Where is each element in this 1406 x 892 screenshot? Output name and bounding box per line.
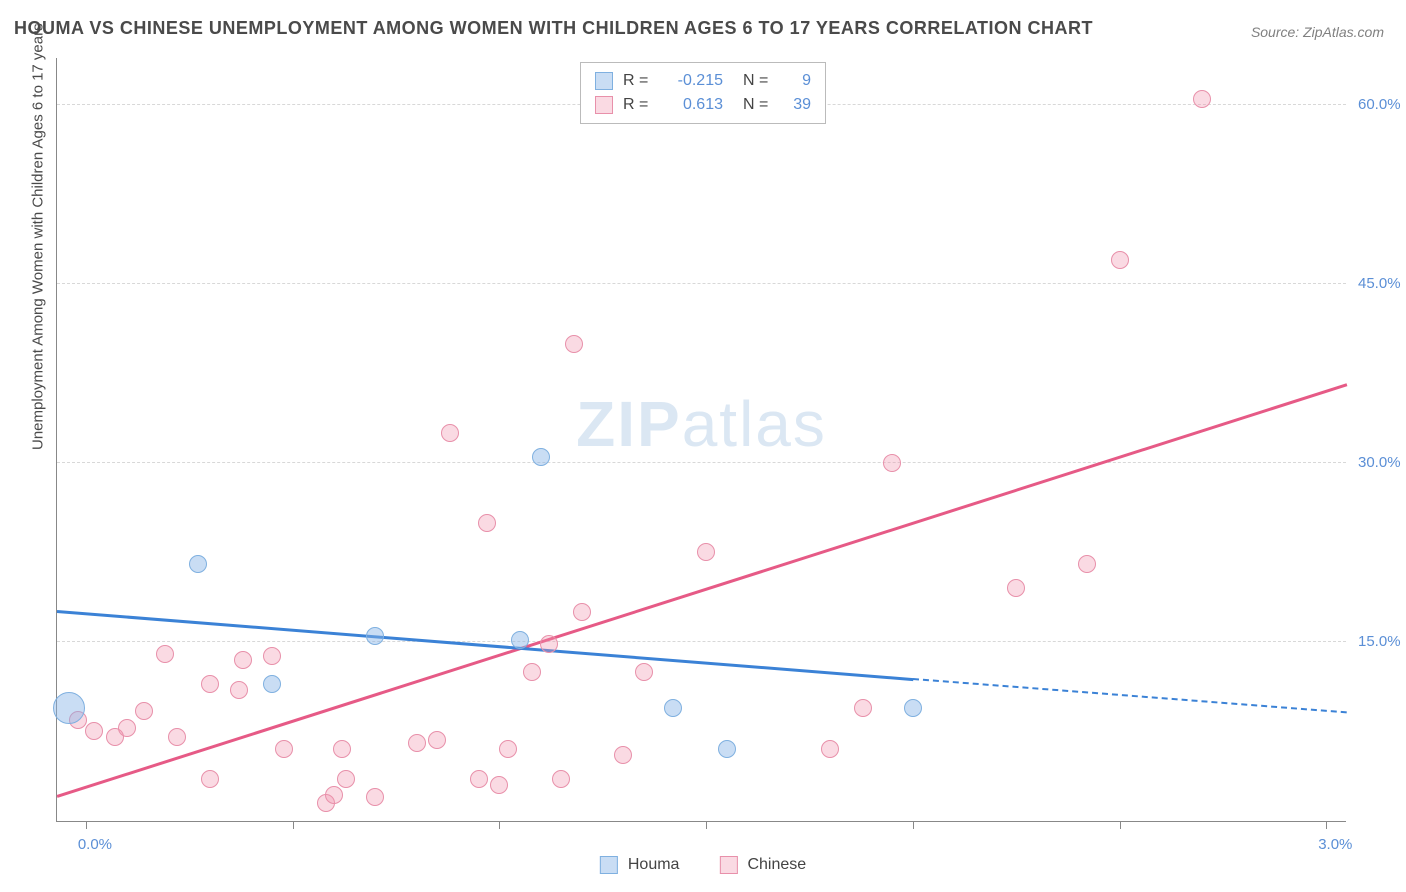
data-point-chinese xyxy=(263,647,281,665)
swatch-series2 xyxy=(719,856,737,874)
data-point-houma xyxy=(263,675,281,693)
data-point-chinese xyxy=(337,770,355,788)
correlation-legend: R = -0.215 N = 9 R = 0.613 N = 39 xyxy=(580,62,826,124)
legend-r-value-2: 0.613 xyxy=(663,93,723,117)
data-point-chinese xyxy=(1007,579,1025,597)
y-tick-label: 60.0% xyxy=(1358,96,1401,113)
data-point-chinese xyxy=(85,722,103,740)
data-point-chinese xyxy=(366,788,384,806)
data-point-chinese xyxy=(697,543,715,561)
legend-label-1: Houma xyxy=(628,856,680,874)
swatch-series1 xyxy=(595,72,613,90)
watermark: ZIPatlas xyxy=(576,387,827,461)
x-tick xyxy=(499,821,500,829)
swatch-series2 xyxy=(595,96,613,114)
legend-label-2: Chinese xyxy=(747,856,806,874)
data-point-chinese xyxy=(635,663,653,681)
data-point-chinese xyxy=(854,699,872,717)
legend-n-label: N = xyxy=(743,93,773,117)
y-axis-label: Unemployment Among Women with Children A… xyxy=(30,23,47,450)
legend-r-value-1: -0.215 xyxy=(663,69,723,93)
data-point-chinese xyxy=(118,719,136,737)
data-point-chinese xyxy=(470,770,488,788)
legend-row-1: R = -0.215 N = 9 xyxy=(595,69,811,93)
data-point-chinese xyxy=(478,514,496,532)
data-point-houma xyxy=(53,692,85,724)
data-point-houma xyxy=(189,555,207,573)
data-point-chinese xyxy=(156,645,174,663)
watermark-atlas: atlas xyxy=(682,388,827,460)
chart-plot-area: ZIPatlas xyxy=(56,58,1346,822)
watermark-zip: ZIP xyxy=(576,388,682,460)
gridline-h xyxy=(57,283,1346,284)
data-point-chinese xyxy=(1078,555,1096,573)
x-tick xyxy=(86,821,87,829)
data-point-houma xyxy=(532,448,550,466)
y-tick-label: 45.0% xyxy=(1358,275,1401,292)
x-tick xyxy=(293,821,294,829)
data-point-chinese xyxy=(573,603,591,621)
data-point-houma xyxy=(366,627,384,645)
data-point-chinese xyxy=(499,740,517,758)
data-point-chinese xyxy=(614,746,632,764)
data-point-chinese xyxy=(201,770,219,788)
data-point-houma xyxy=(511,631,529,649)
legend-n-value-1: 9 xyxy=(783,69,811,93)
gridline-h xyxy=(57,462,1346,463)
data-point-chinese xyxy=(1193,90,1211,108)
data-point-chinese xyxy=(428,731,446,749)
legend-n-value-2: 39 xyxy=(783,93,811,117)
x-tick-label: 3.0% xyxy=(1305,836,1365,853)
data-point-houma xyxy=(718,740,736,758)
x-tick xyxy=(913,821,914,829)
x-tick xyxy=(1326,821,1327,829)
data-point-chinese xyxy=(523,663,541,681)
data-point-chinese xyxy=(441,424,459,442)
series-legend: Houma Chinese xyxy=(600,856,806,874)
data-point-chinese xyxy=(333,740,351,758)
data-point-chinese xyxy=(565,335,583,353)
data-point-houma xyxy=(664,699,682,717)
legend-item-houma: Houma xyxy=(600,856,680,874)
data-point-chinese xyxy=(275,740,293,758)
x-tick xyxy=(1120,821,1121,829)
data-point-chinese xyxy=(552,770,570,788)
y-tick-label: 30.0% xyxy=(1358,454,1401,471)
x-tick xyxy=(706,821,707,829)
data-point-chinese xyxy=(234,651,252,669)
chart-title: HOUMA VS CHINESE UNEMPLOYMENT AMONG WOME… xyxy=(14,18,1093,39)
legend-n-label: N = xyxy=(743,69,773,93)
legend-r-label: R = xyxy=(623,69,653,93)
legend-item-chinese: Chinese xyxy=(719,856,806,874)
x-tick-label: 0.0% xyxy=(65,836,125,853)
data-point-chinese xyxy=(135,702,153,720)
trend-line-extrapolated xyxy=(913,678,1347,713)
data-point-chinese xyxy=(408,734,426,752)
trend-line xyxy=(57,610,913,681)
data-point-chinese xyxy=(1111,251,1129,269)
source-attribution: Source: ZipAtlas.com xyxy=(1251,24,1384,40)
data-point-chinese xyxy=(325,786,343,804)
y-tick-label: 15.0% xyxy=(1358,633,1401,650)
legend-row-2: R = 0.613 N = 39 xyxy=(595,93,811,117)
data-point-chinese xyxy=(540,635,558,653)
data-point-houma xyxy=(904,699,922,717)
data-point-chinese xyxy=(230,681,248,699)
data-point-chinese xyxy=(490,776,508,794)
trend-line xyxy=(57,383,1348,797)
gridline-h xyxy=(57,641,1346,642)
data-point-chinese xyxy=(168,728,186,746)
data-point-chinese xyxy=(883,454,901,472)
data-point-chinese xyxy=(821,740,839,758)
data-point-chinese xyxy=(201,675,219,693)
legend-r-label: R = xyxy=(623,93,653,117)
swatch-series1 xyxy=(600,856,618,874)
